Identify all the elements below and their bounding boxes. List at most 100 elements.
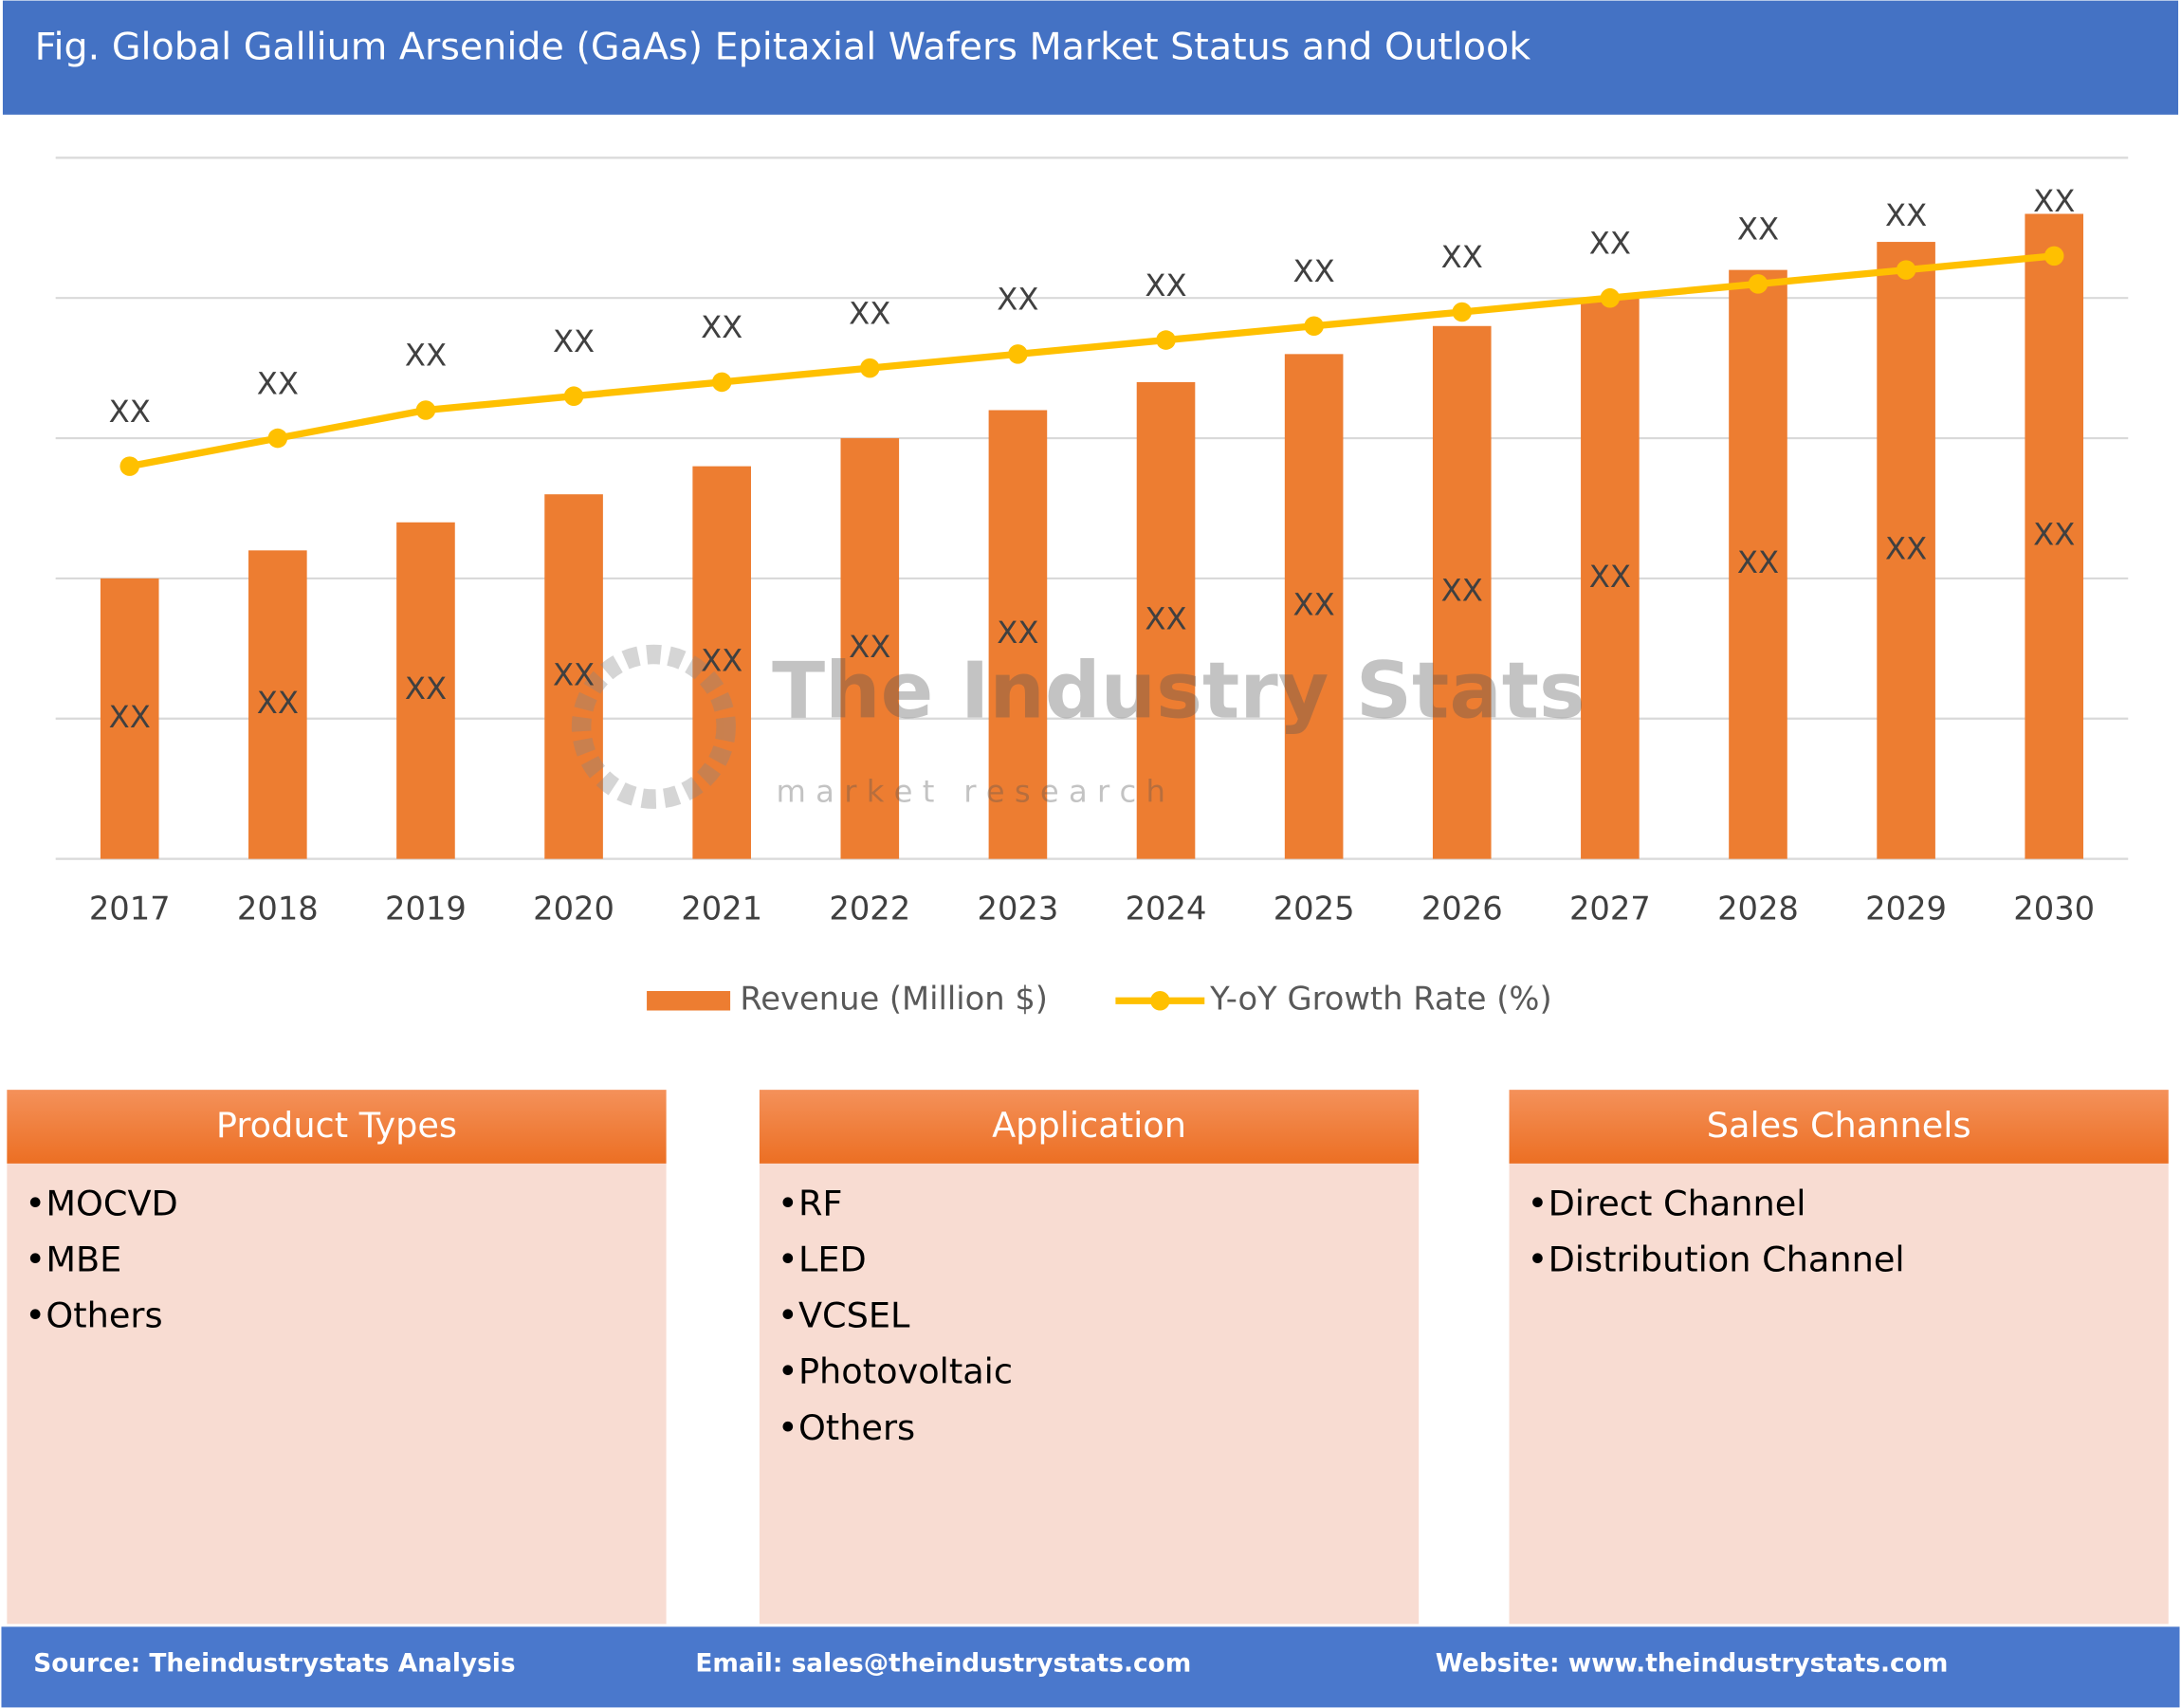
footer-email: Email: sales@theindustrystats.com [695, 1648, 1191, 1678]
panel-item: Others [798, 1407, 915, 1448]
data-label: XX [109, 394, 151, 430]
panel-item: MBE [46, 1239, 121, 1279]
x-tick-label: 2025 [1274, 890, 1355, 927]
data-label: XX [1145, 267, 1186, 303]
x-tick-label: 2022 [829, 890, 910, 927]
data-label: XX [405, 338, 447, 374]
watermark-logo [571, 644, 736, 809]
title-bar [2, 0, 2179, 115]
bar [1284, 354, 1344, 859]
x-tick-label: 2026 [1421, 890, 1503, 927]
data-label: XX [1293, 253, 1335, 289]
bullet: • [1528, 1183, 1549, 1223]
data-label: XX [257, 685, 299, 721]
x-tick-label: 2018 [237, 890, 319, 927]
watermark-title: The Industry Stats [772, 646, 1585, 736]
bar [1432, 325, 1492, 859]
data-label: XX [849, 295, 890, 331]
line-point [1008, 344, 1028, 364]
panel-body [7, 1163, 667, 1625]
panel-item: Photovoltaic [798, 1351, 1013, 1392]
data-label: XX [1737, 544, 1779, 580]
panel-header [1509, 1090, 2169, 1164]
line-point [711, 372, 732, 393]
line-point [1156, 330, 1176, 350]
panel-item: LED [798, 1239, 867, 1279]
data-label: XX [109, 699, 151, 735]
x-tick-label: 2029 [1865, 890, 1947, 927]
x-tick-label: 2019 [385, 890, 467, 927]
x-tick-label: 2021 [681, 890, 762, 927]
bar [692, 466, 751, 859]
bar [100, 578, 159, 859]
line-point [1452, 302, 1473, 322]
line-point [1748, 274, 1769, 294]
bar [1581, 298, 1640, 859]
footer-bar [1, 1626, 2180, 1708]
data-label: XX [1885, 197, 1927, 233]
line-point [1896, 260, 1916, 280]
panel-item: Distribution Channel [1549, 1239, 1905, 1279]
bar [1729, 269, 1787, 859]
data-label: XX [1293, 586, 1335, 622]
line-point [1304, 316, 1324, 337]
data-label: XX [1145, 600, 1186, 636]
bar [840, 438, 900, 859]
bar [1877, 242, 1935, 859]
data-label: XX [1441, 573, 1483, 609]
bullet: • [25, 1295, 46, 1336]
footer-source: Source: Theindustrystats Analysis [33, 1648, 515, 1678]
plot [55, 156, 2129, 860]
bullet: • [1528, 1239, 1549, 1279]
bar [544, 494, 603, 859]
x-tick-label: 2017 [89, 890, 171, 927]
footer-website: Website: www.theindustrystats.com [1436, 1648, 1949, 1678]
line-point [563, 386, 584, 406]
line-point [2044, 246, 2064, 266]
data-label: XX [405, 670, 447, 707]
bullet: • [778, 1295, 798, 1336]
data-label: XX [257, 365, 299, 401]
panel-header [759, 1090, 1420, 1164]
panel-title: Sales Channels [1707, 1105, 1971, 1146]
bar [248, 550, 307, 859]
bullet: • [778, 1407, 798, 1448]
bullet: • [778, 1183, 798, 1223]
line-point [860, 358, 880, 378]
data-label: XX [1589, 225, 1631, 261]
data-label: XX [2033, 183, 2075, 219]
data-label: XX [997, 282, 1038, 318]
x-tick-label: 2024 [1126, 890, 1207, 927]
data-label: XX [849, 629, 890, 665]
legend-label: Revenue (Million $) [740, 981, 1048, 1018]
watermark: The Industry Stats m a r k e t r e s e a… [571, 644, 1585, 810]
bullet: • [25, 1183, 46, 1223]
line-point [267, 428, 288, 449]
data-label: XX [997, 615, 1038, 651]
x-tick-label: 2027 [1569, 890, 1651, 927]
bullet: • [25, 1239, 46, 1279]
panel-item: RF [798, 1183, 843, 1223]
x-tick-label: 2023 [978, 890, 1059, 927]
bullet: • [778, 1239, 798, 1279]
data-label: XX [1441, 239, 1483, 275]
panel-item: Direct Channel [1549, 1183, 1806, 1223]
legend-label: Y-oY Growth Rate (%) [1209, 981, 1551, 1018]
panel-title: Product Types [216, 1105, 457, 1146]
chart-title: Fig. Global Gallium Arsenide (GaAs) Epit… [35, 25, 1531, 68]
x-tick-label: 2020 [533, 890, 614, 927]
data-label: XX [553, 656, 595, 692]
x-tick-label: 2028 [1717, 890, 1799, 927]
legend-swatch [1150, 990, 1170, 1011]
data-label: XX [1737, 211, 1779, 248]
bar [396, 522, 455, 859]
panel-title: Application [992, 1105, 1186, 1146]
bullet: • [778, 1351, 798, 1392]
bar [1136, 381, 1196, 859]
data-label: XX [1885, 530, 1927, 566]
panel-body [1509, 1163, 2169, 1625]
data-label: XX [1589, 559, 1631, 595]
bar [2025, 213, 2084, 859]
data-label: XX [701, 309, 742, 345]
